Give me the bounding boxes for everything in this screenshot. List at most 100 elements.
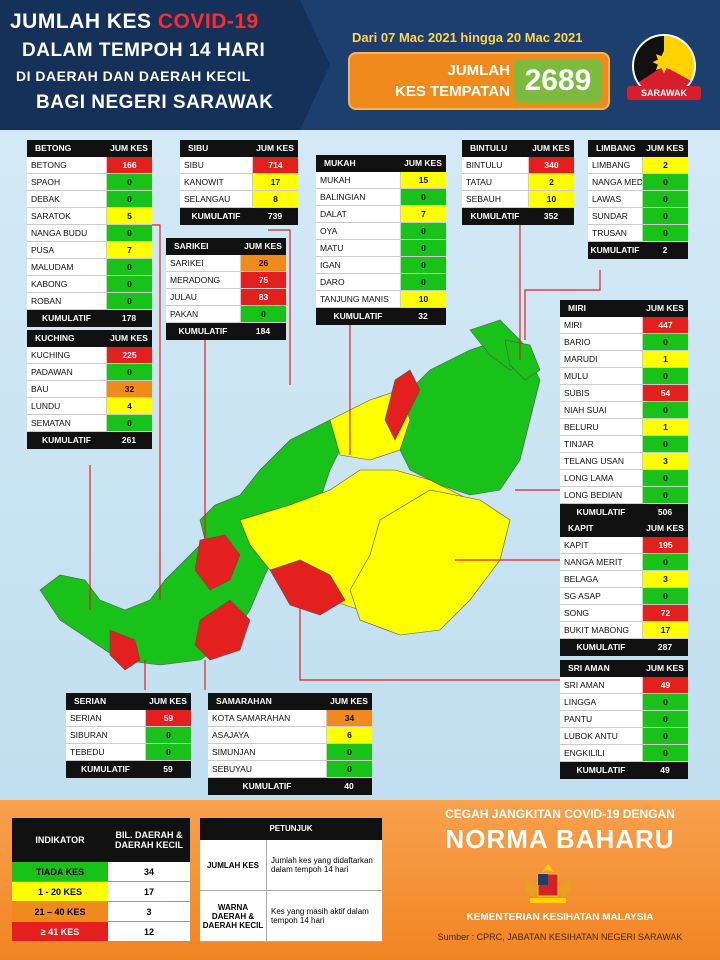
district-cases: 0 — [326, 761, 372, 777]
district-name: PUSA — [31, 245, 55, 255]
petunjuk-row: JUMLAH KES Jumlah kes yang didaftarkan da… — [200, 840, 382, 891]
district-name: SG ASAP — [564, 591, 601, 601]
district-cases: 0 — [106, 259, 152, 275]
panel-total: KUMULATIF 352 — [462, 208, 574, 225]
panel-total: KUMULATIF 261 — [27, 432, 152, 449]
district-cases: 49 — [642, 677, 688, 693]
district-cases: 3 — [642, 571, 688, 587]
district-row: TRUSAN 0 — [588, 225, 688, 242]
district-name: BAU — [31, 384, 49, 394]
district-row: TATAU 2 — [462, 174, 574, 191]
district-cases: 166 — [106, 157, 152, 173]
panel-header: SIBU JUM KES — [180, 140, 298, 157]
district-name: BINTULU — [466, 160, 503, 170]
district-cases: 225 — [106, 347, 152, 363]
panel-header: LIMBANG JUM KES — [588, 140, 688, 157]
district-name: SARATOK — [31, 211, 71, 221]
district-row: MARUDI 1 — [560, 351, 688, 368]
title-line-2: DALAM TEMPOH 14 HARI — [22, 40, 266, 61]
district-row: BELURU 1 — [560, 419, 688, 436]
district-cases: 0 — [642, 334, 688, 350]
district-cases: 32 — [106, 381, 152, 397]
district-row: LIMBANG 2 — [588, 157, 688, 174]
panel-total: KUMULATIF 506 — [560, 504, 688, 521]
panel-header: BINTULU JUM KES — [462, 140, 574, 157]
slogan-cegah: CEGAH JANGKITAN COVID-19 DENGAN — [445, 807, 675, 821]
district-row: TANJUNG MANIS 10 — [316, 291, 446, 308]
district-row: BELAGA 3 — [560, 571, 688, 588]
petunjuk-title: PETUNJUK — [200, 818, 382, 840]
district-cases: 0 — [145, 727, 191, 743]
district-row: SEBUYAU 0 — [208, 761, 372, 778]
district-cases: 0 — [642, 402, 688, 418]
district-name: PAKAN — [170, 309, 199, 319]
ministry-name: KEMENTERIAN KESIHATAN MALAYSIA — [466, 912, 654, 923]
district-row: LUNDU 4 — [27, 398, 152, 415]
district-name: TATAU — [466, 177, 492, 187]
district-name: JULAU — [170, 292, 197, 302]
district-name: SEBUYAU — [212, 764, 252, 774]
district-cases: 340 — [528, 157, 574, 173]
district-name: SIMUNJAN — [212, 747, 256, 757]
district-name: TINJAR — [564, 439, 594, 449]
district-name: BALINGIAN — [320, 192, 366, 202]
panel-total: KUMULATIF 32 — [316, 308, 446, 325]
panel-kuching: KUCHING JUM KES KUCHING 225 PADAWAN 0 BAU 32 LUN… — [27, 330, 152, 449]
panel-header: SERIAN JUM KES — [66, 693, 191, 710]
panel-header: SAMARAHAN JUM KES — [208, 693, 372, 710]
district-name: DEBAK — [31, 194, 60, 204]
indicator-row: TIADA KES 34 — [12, 862, 190, 882]
sarawak-map — [39, 209, 601, 690]
district-name: ENGKILILI — [564, 748, 605, 758]
district-row: LONG LAMA 0 — [560, 470, 688, 487]
district-row: ROBAN 0 — [27, 293, 152, 310]
district-row: PADAWAN 0 — [27, 364, 152, 381]
district-cases: 0 — [642, 191, 688, 207]
district-cases: 0 — [106, 191, 152, 207]
district-name: SUNDAR — [592, 211, 628, 221]
panel-betong: BETONG JUM KES BETONG 166 SPAOH 0 DEBAK 0 SARATO… — [27, 140, 152, 327]
district-name: MIRI — [564, 320, 582, 330]
district-name: MARUDI — [564, 354, 598, 364]
map-region-kuching-red — [109, 629, 141, 671]
district-cases: 72 — [642, 605, 688, 621]
district-row: LAWAS 0 — [588, 191, 688, 208]
district-row: NANGA MERIT 0 — [560, 554, 688, 571]
date-range: Dari 07 Mac 2021 hingga 20 Mac 2021 — [352, 30, 583, 45]
district-name: PADAWAN — [31, 367, 73, 377]
district-name: BELAGA — [564, 574, 599, 584]
district-cases: 8 — [252, 191, 298, 207]
district-name: KANOWIT — [184, 177, 224, 187]
district-cases: 10 — [528, 191, 574, 207]
district-row: NIAH SUAI 0 — [560, 402, 688, 419]
district-row: DEBAK 0 — [27, 191, 152, 208]
district-row: MUKAH 15 — [316, 172, 446, 189]
district-row: SPAOH 0 — [27, 174, 152, 191]
panel-total: KUMULATIF 40 — [208, 778, 372, 795]
district-name: TRUSAN — [592, 228, 627, 238]
district-name: BARIO — [564, 337, 591, 347]
district-name: NIAH SUAI — [564, 405, 607, 415]
indicator-table: INDIKATOR BIL. DAERAH & DAERAH KECIL TIAD… — [12, 818, 190, 942]
district-cases: 1 — [642, 419, 688, 435]
panel-header: BETONG JUM KES — [27, 140, 152, 157]
district-cases: 34 — [326, 710, 372, 726]
panel-header: SRI AMAN JUM KES — [560, 660, 688, 677]
district-name: LUNDU — [31, 401, 61, 411]
district-name: MATU — [320, 243, 344, 253]
district-row: LONG BEDIAN 0 — [560, 487, 688, 504]
district-row: KANOWIT 17 — [180, 174, 298, 191]
map-region-northeast-green — [394, 339, 541, 496]
panel-total: KUMULATIF 49 — [560, 762, 688, 779]
district-row: LUBOK ANTU 0 — [560, 728, 688, 745]
district-row: TINJAR 0 — [560, 436, 688, 453]
panel-kapit: KAPIT JUM KES KAPIT 195 NANGA MERIT 0 BELAGA 3 S… — [560, 520, 688, 656]
header-banner: JUMLAH KES COVID-19 DALAM TEMPOH 14 HARI… — [0, 0, 720, 130]
district-name: SRI AMAN — [564, 680, 605, 690]
indicator-row: ≥ 41 KES 12 — [12, 922, 190, 942]
district-name: MALUDAM — [31, 262, 74, 272]
district-cases: 0 — [642, 436, 688, 452]
panel-header: KAPIT JUM KES — [560, 520, 688, 537]
district-row: TELANG USAN 3 — [560, 453, 688, 470]
